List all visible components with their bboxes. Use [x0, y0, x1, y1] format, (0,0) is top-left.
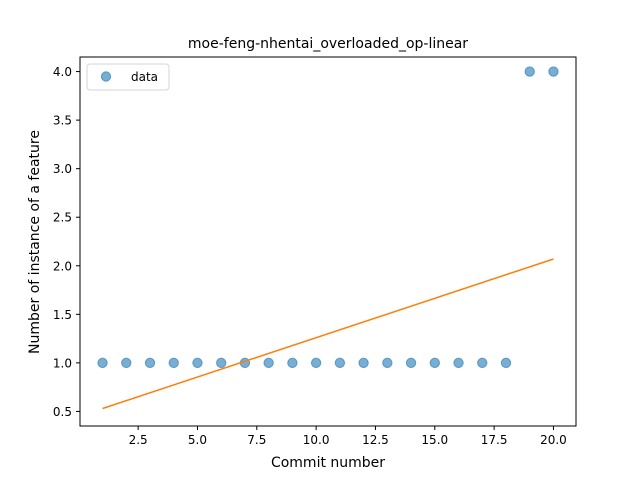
x-tick-label: 12.5: [362, 433, 389, 447]
data-point: [429, 357, 440, 369]
data-point: [263, 357, 274, 369]
x-tick-label: 5.0: [188, 433, 207, 447]
axes-frame: [79, 56, 577, 427]
data-point: [453, 357, 464, 369]
data-point: [334, 357, 346, 369]
legend-box: [86, 63, 170, 91]
x-axis-label: Commit number: [271, 455, 385, 471]
fit-line: [102, 258, 554, 410]
chart-title: moe-feng-nhentai_overloaded_op-linear: [188, 36, 468, 52]
y-tick-label: 1.0: [53, 356, 72, 370]
data-point: [310, 357, 322, 369]
plot-area: [97, 66, 559, 410]
y-tick-label: 0.5: [53, 405, 72, 419]
data-point: [192, 357, 203, 369]
data-point: [382, 357, 393, 369]
legend-label-data: data: [131, 70, 158, 84]
axis-ticks: 2.5 5.0 7.5 10.0 12.5 15.0 17.5 20.0 0.5 1.0 1.5 2.…: [53, 56, 577, 447]
x-tick-label: 2.5: [129, 433, 148, 447]
data-point: [287, 357, 298, 369]
data-point: [216, 357, 227, 369]
data-point: [405, 357, 417, 369]
y-axis-label: Number of instance of a feature: [27, 130, 43, 354]
data-point: [524, 66, 535, 77]
data-point: [358, 357, 369, 369]
y-tick-label: 1.5: [53, 308, 72, 322]
data-point: [548, 66, 559, 77]
data-point: [500, 357, 512, 369]
x-tick-label: 17.5: [481, 433, 508, 447]
legend: data: [86, 63, 170, 91]
y-tick-label: 2.5: [53, 211, 72, 225]
data-point: [168, 357, 179, 369]
data-point: [121, 357, 132, 369]
data-point: [477, 357, 488, 369]
x-tick-label: 15.0: [421, 433, 448, 447]
y-tick-label: 3.0: [53, 162, 72, 176]
legend-marker-data: [100, 71, 112, 82]
x-tick-label: 7.5: [247, 433, 266, 447]
x-tick-label: 20.0: [540, 433, 567, 447]
y-tick-label: 4.0: [53, 65, 72, 79]
data-point: [144, 357, 156, 369]
x-tick-label: 10.0: [303, 433, 330, 447]
y-tick-label: 3.5: [53, 114, 72, 128]
data-point: [97, 357, 108, 369]
y-tick-label: 2.0: [53, 259, 72, 273]
